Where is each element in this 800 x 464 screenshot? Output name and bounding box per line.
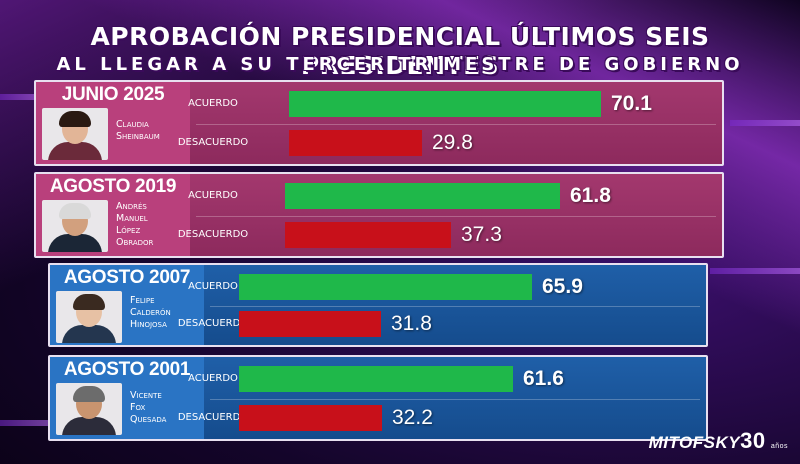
president-name-line: Obrador xyxy=(116,237,154,248)
president-name-line: Quesada xyxy=(130,414,167,425)
acuerdo-bar xyxy=(289,91,601,117)
desacuerdo-value: 31.8 xyxy=(391,312,432,335)
president-name: Claudia Sheinbaum xyxy=(116,119,190,143)
president-name-line: Hinojosa xyxy=(130,319,167,330)
president-info: AGOSTO 2001 Vicente Fox Quesada xyxy=(50,357,204,439)
chart-subtitle: AL LLEGAR A SU TERCER TRIMESTRE DE GOBIE… xyxy=(56,54,744,75)
president-photo xyxy=(56,383,122,435)
period-date: AGOSTO 2019 xyxy=(49,176,177,197)
desacuerdo-bar xyxy=(239,405,382,431)
brand-anniversary-sub: años xyxy=(770,443,788,450)
desacuerdo-bar xyxy=(289,130,422,156)
president-name-line: Andrés xyxy=(116,201,147,212)
mitofsky-logo: MITOFSKY30 años xyxy=(649,428,788,454)
chart-title: APROBACIÓN PRESIDENCIAL ÚLTIMOS SEIS PRE… xyxy=(90,22,710,80)
desacuerdo-label: DESACUERDO xyxy=(177,412,249,423)
brand-name: MITOFSKY xyxy=(648,433,741,452)
acuerdo-value: 61.8 xyxy=(570,184,611,207)
president-name-line: Fox xyxy=(130,402,146,413)
desacuerdo-bar xyxy=(239,311,381,337)
decor-stripe xyxy=(730,120,800,126)
president-card: AGOSTO 2019 Andrés Manuel López Obrador ACUER… xyxy=(34,172,724,258)
president-name-line: López xyxy=(116,225,141,236)
president-info: AGOSTO 2019 Andrés Manuel López Obrador xyxy=(36,174,190,256)
president-photo xyxy=(42,108,108,160)
decor-stripe xyxy=(0,94,40,100)
president-info: JUNIO 2025 Claudia Sheinbaum xyxy=(36,82,190,164)
acuerdo-bar xyxy=(239,274,532,300)
acuerdo-label: ACUERDO xyxy=(188,373,238,384)
president-name: Vicente Fox Quesada xyxy=(130,390,204,426)
desacuerdo-value: 32.2 xyxy=(392,406,433,429)
decor-stripe xyxy=(0,420,50,426)
president-name-line: Sheinbaum xyxy=(116,131,160,142)
president-name: Andrés Manuel López Obrador xyxy=(116,201,190,249)
president-card: AGOSTO 2007 Felipe Calderón Hinojosa ACUERDO… xyxy=(48,263,708,347)
president-photo xyxy=(56,291,122,343)
president-info: AGOSTO 2007 Felipe Calderón Hinojosa xyxy=(50,265,204,345)
president-name: Felipe Calderón Hinojosa xyxy=(130,295,204,331)
period-date: AGOSTO 2001 xyxy=(63,359,191,380)
row-divider xyxy=(210,306,700,307)
president-name-line: Calderón xyxy=(130,307,171,318)
acuerdo-value: 70.1 xyxy=(611,92,652,115)
acuerdo-label: ACUERDO xyxy=(188,190,238,201)
acuerdo-value: 65.9 xyxy=(542,275,583,298)
row-divider xyxy=(196,124,716,125)
acuerdo-bar xyxy=(239,366,513,392)
acuerdo-label: ACUERDO xyxy=(188,281,238,292)
president-name-line: Vicente xyxy=(130,390,162,401)
president-name-line: Felipe xyxy=(130,295,155,306)
row-divider xyxy=(210,399,700,400)
president-photo xyxy=(42,200,108,252)
row-divider xyxy=(196,216,716,217)
desacuerdo-label: DESACUERDO xyxy=(177,229,249,240)
brand-anniversary: 30 xyxy=(740,428,766,453)
period-date: AGOSTO 2007 xyxy=(63,267,191,288)
acuerdo-value: 61.6 xyxy=(523,367,564,390)
desacuerdo-label: DESACUERDO xyxy=(177,137,249,148)
president-name-line: Claudia xyxy=(116,119,149,130)
president-card: JUNIO 2025 Claudia Sheinbaum ACUERDO 70.1 DES… xyxy=(34,80,724,166)
desacuerdo-bar xyxy=(285,222,451,248)
period-date: JUNIO 2025 xyxy=(61,84,165,105)
desacuerdo-value: 37.3 xyxy=(461,223,502,246)
acuerdo-label: ACUERDO xyxy=(188,98,238,109)
acuerdo-bar xyxy=(285,183,560,209)
president-card: AGOSTO 2001 Vicente Fox Quesada ACUERDO 61.6 D… xyxy=(48,355,708,441)
decor-stripe xyxy=(710,268,800,274)
desacuerdo-value: 29.8 xyxy=(432,131,473,154)
president-name-line: Manuel xyxy=(116,213,148,224)
desacuerdo-label: DESACUERDO xyxy=(177,318,249,329)
